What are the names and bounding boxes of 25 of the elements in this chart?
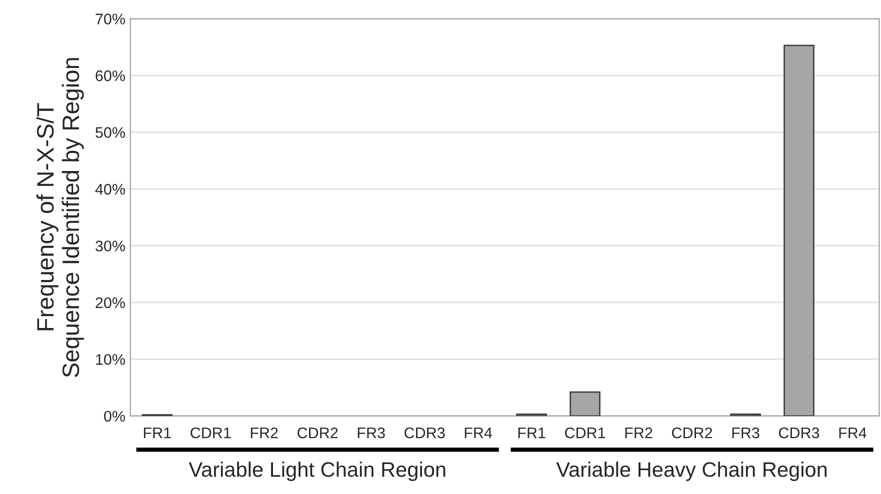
x-tick-label: CDR3 (404, 427, 445, 438)
y-tick-label: 20% (96, 297, 125, 308)
x-tick-label: FR2 (250, 427, 278, 438)
y-tick-label: 30% (96, 240, 125, 252)
x-tick-label: FR2 (625, 427, 652, 438)
x-tick-label: FR4 (839, 428, 866, 438)
x-tick-label: CDR2 (298, 427, 338, 438)
x-tick-label: CDR1 (190, 427, 231, 438)
y-tick-label: 70% (96, 14, 125, 24)
x-tick-label: CDR1 (565, 427, 606, 438)
x-tick-label: FR1 (144, 428, 171, 438)
y-tick-label: 60% (96, 70, 125, 82)
y-tick-label: 0% (104, 410, 125, 422)
y-axis-title: Frequency of N-X-S/T Sequence Identified by Region (36, 58, 84, 378)
x-tick-label: FR3 (358, 427, 385, 438)
text: Variable Heavy Chain Region (556, 462, 827, 482)
x-tick-label: CDR3 (778, 427, 820, 438)
text: Variable Light Chain Region (188, 462, 446, 482)
x-tick-label: FR3 (732, 427, 760, 438)
y-tick-label: 10% (96, 354, 125, 365)
y-tick-label: 40% (95, 184, 125, 195)
x-tick-label: FR4 (464, 428, 492, 438)
x-tick-label: CDR2 (672, 427, 712, 438)
x-tick-label: FR1 (518, 428, 546, 438)
y-tick-label: 50% (96, 127, 125, 138)
